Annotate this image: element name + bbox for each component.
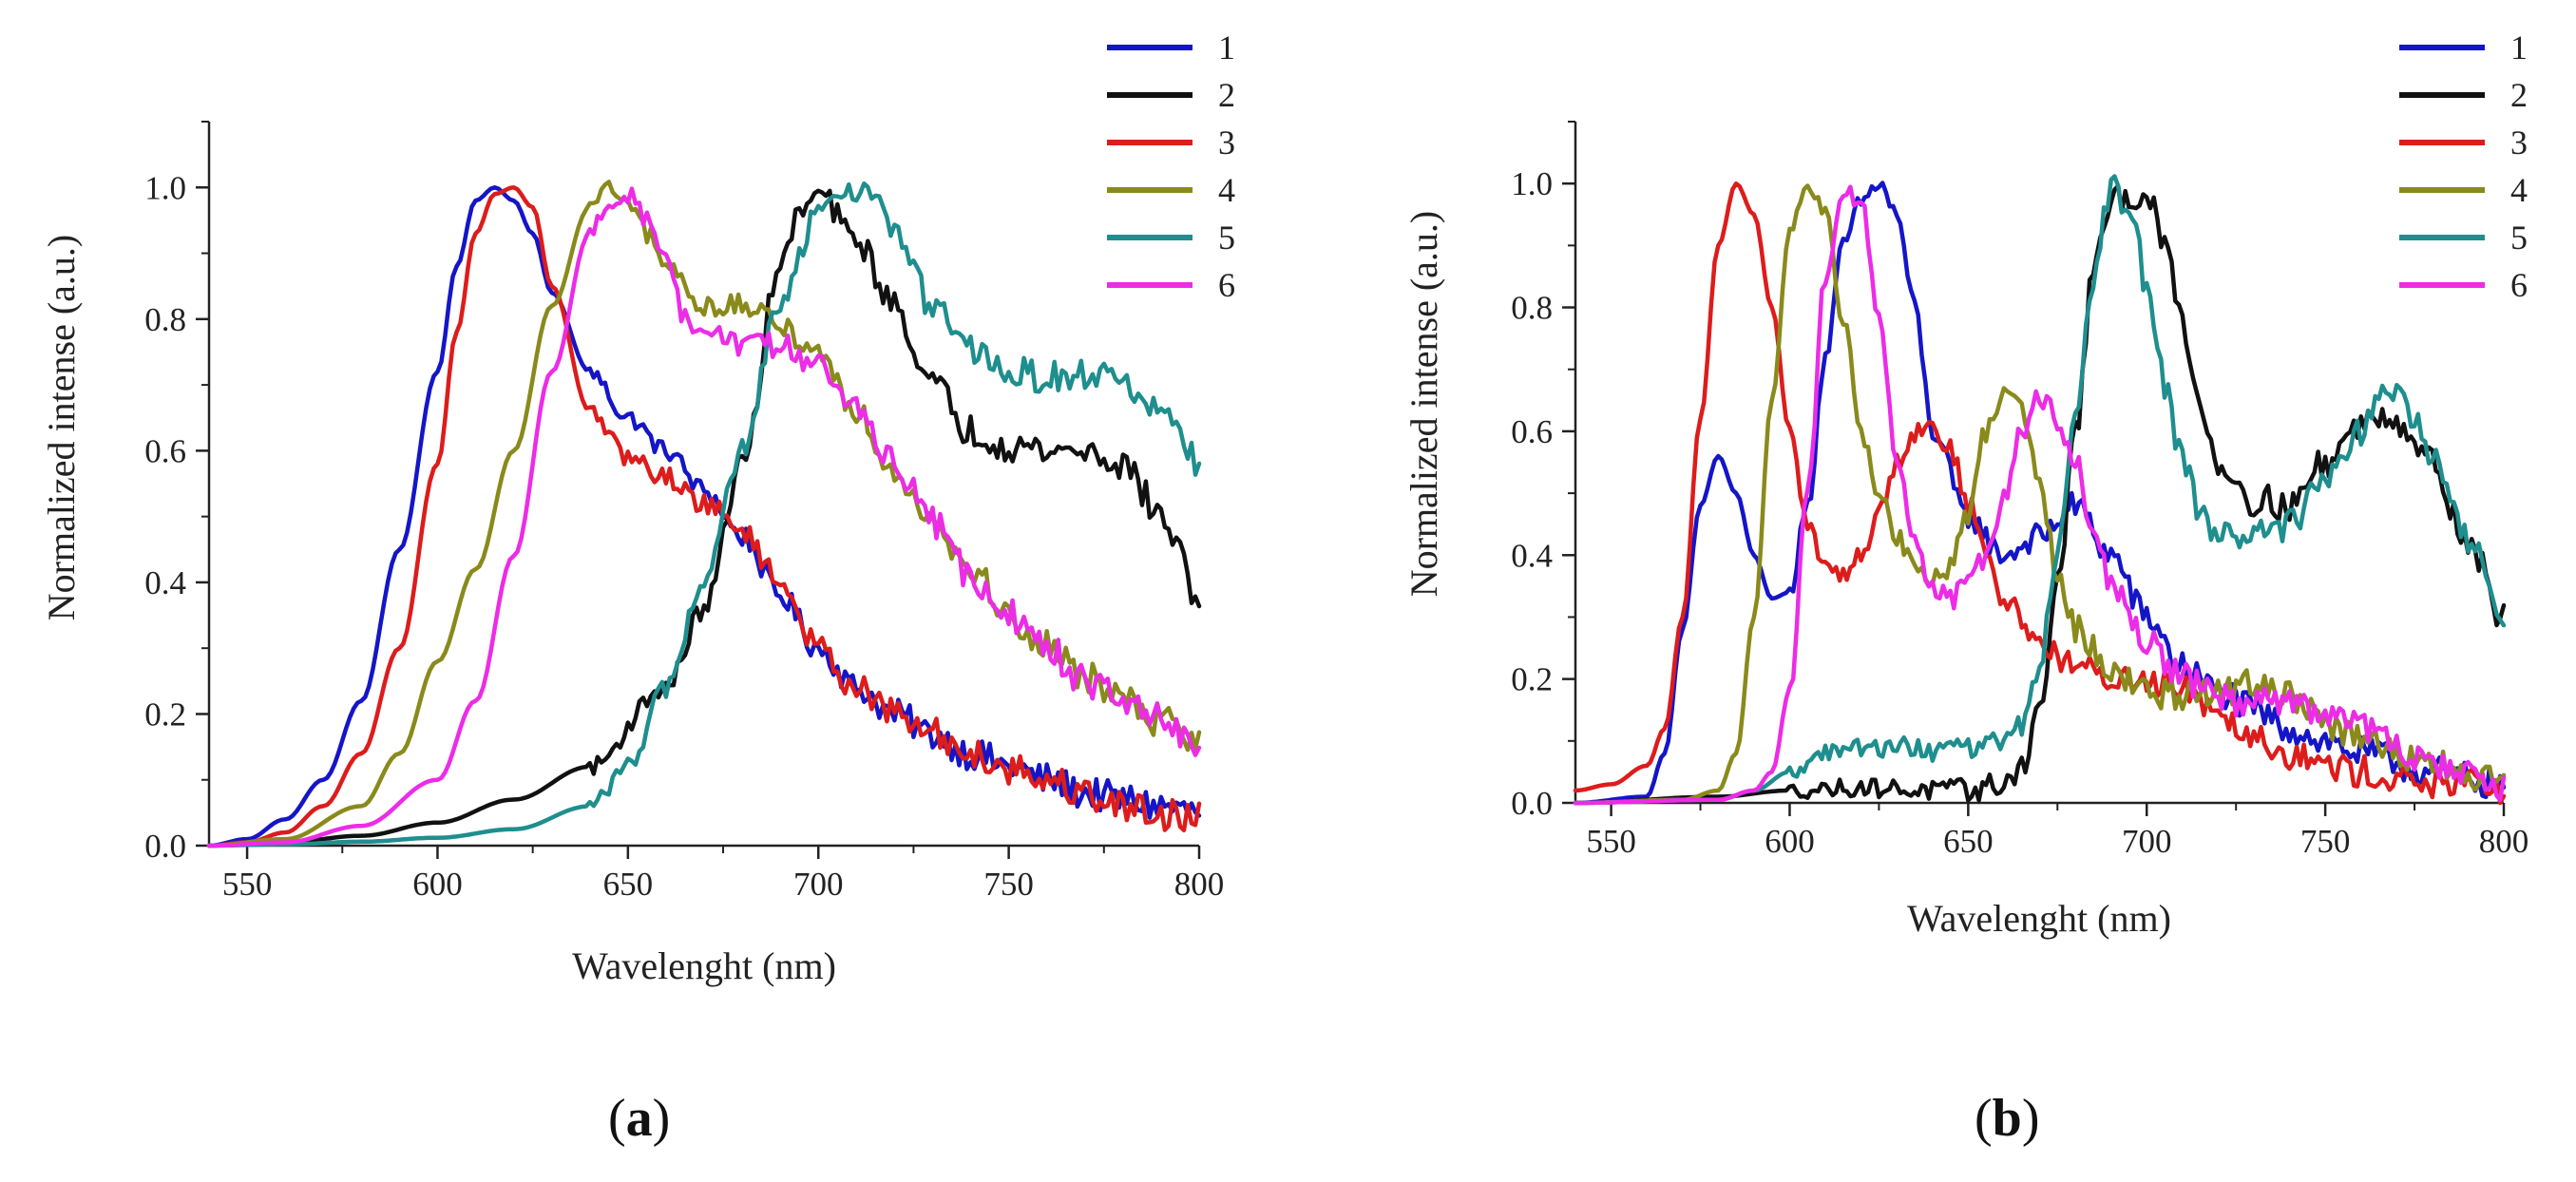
y-axis-title-b: Normalized intense (a.u.)	[1402, 211, 1445, 598]
panel-label-b: b	[1992, 1089, 2022, 1148]
legend-label-5: 5	[2510, 219, 2528, 257]
series-line-1	[206, 185, 1202, 848]
legend-label-2: 2	[2510, 76, 2528, 114]
y-tick-label: 0.4	[1511, 537, 1553, 574]
y-tick-label: 0.0	[144, 828, 186, 865]
legend-label-1: 1	[2510, 29, 2528, 67]
legend-label-4: 4	[2510, 171, 2528, 209]
legend-label-4: 4	[1218, 171, 1235, 209]
x-axis-title-a: Wavelenght (nm)	[572, 944, 836, 987]
x-tick-label: 550	[222, 866, 273, 903]
y-tick-label: 1.0	[1511, 165, 1553, 202]
panel-caption-a: (a)	[608, 1089, 671, 1148]
legend-label-5: 5	[1218, 219, 1235, 257]
y-tick-label: 1.0	[144, 169, 186, 206]
x-tick-label: 650	[1943, 823, 1994, 860]
legend-label-2: 2	[1218, 76, 1235, 114]
y-axis-title-a: Normalized intense (a.u.)	[40, 235, 83, 621]
legend-label-6: 6	[2510, 266, 2528, 304]
y-tick-label: 0.4	[144, 564, 186, 601]
legend-label-3: 3	[2510, 124, 2528, 162]
series-line-6	[1573, 184, 2507, 806]
series-line-3	[206, 185, 1202, 848]
series-line-3	[1573, 181, 2507, 806]
y-tick-label: 0.8	[144, 301, 186, 338]
series-line-1	[1573, 181, 2507, 806]
series-line-5	[206, 181, 1202, 848]
panel-caption-b: (b)	[1975, 1089, 2040, 1148]
x-tick-label: 700	[2122, 823, 2172, 860]
series-line-6	[206, 186, 1202, 848]
x-tick-label: 800	[2479, 823, 2529, 860]
y-tick-label: 0.8	[1511, 290, 1553, 327]
y-tick-label: 0.2	[1511, 661, 1553, 698]
panel-label-a: a	[625, 1089, 653, 1148]
y-tick-label: 0.6	[1511, 413, 1553, 450]
y-tick-label: 0.6	[144, 432, 186, 469]
legend-label-1: 1	[1218, 29, 1235, 67]
legend-label-3: 3	[1218, 124, 1235, 162]
x-tick-label: 700	[793, 866, 844, 903]
x-tick-label: 800	[1174, 866, 1225, 903]
x-tick-label: 600	[1765, 823, 1815, 860]
y-tick-label: 0.2	[144, 696, 186, 733]
legend-label-6: 6	[1218, 266, 1235, 304]
x-axis-title-b: Wavelenght (nm)	[1907, 897, 2171, 940]
x-tick-label: 600	[412, 866, 463, 903]
x-tick-label: 750	[983, 866, 1034, 903]
series-line-2	[206, 188, 1202, 848]
x-tick-label: 550	[1586, 823, 1636, 860]
y-tick-label: 0.0	[1511, 785, 1553, 822]
x-tick-label: 750	[2300, 823, 2351, 860]
x-tick-label: 650	[603, 866, 654, 903]
